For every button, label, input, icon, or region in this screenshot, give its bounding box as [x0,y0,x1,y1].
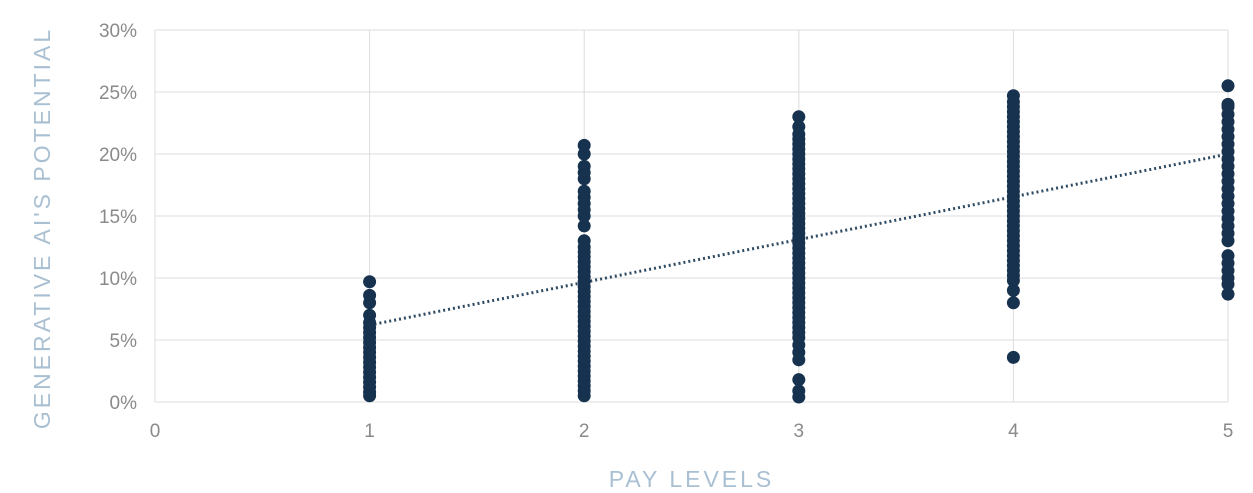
y-tick-label: 10% [99,269,137,290]
trendline-group [369,152,1229,327]
grid [154,29,1229,403]
y-axis-title: GENERATIVE AI'S POTENTIAL [29,27,55,429]
x-axis-title: PAY LEVELS [609,466,775,492]
data-point [1006,89,1020,103]
y-tick-label: 5% [110,331,138,352]
x-tick-label: 3 [794,421,805,442]
data-point [1221,249,1235,263]
data-point [1006,296,1020,310]
data-point [792,384,806,398]
data-point [577,159,591,173]
data-point [792,120,806,134]
tick-labels: 0% 5% 10% 15% 20% 25% 30% 0 1 2 3 4 5 [99,21,1233,442]
data-point [577,138,591,152]
data-point [1006,350,1020,364]
y-tick-label: 0% [110,393,138,414]
data-point [1006,283,1020,297]
data-point [1221,97,1235,111]
trendline [369,152,1229,327]
x-tick-label: 1 [364,421,375,442]
x-tick-label: 4 [1008,421,1019,442]
data-point [792,373,806,387]
data-point [1221,79,1235,93]
data-point [1221,287,1235,301]
data-point [363,308,377,322]
data-point [363,288,377,302]
x-tick-label: 5 [1223,421,1234,442]
y-tick-label: 20% [99,145,137,166]
data-point [577,234,591,248]
y-tick-label: 30% [99,21,137,42]
x-tick-label: 0 [150,421,161,442]
data-points [363,79,1235,404]
data-point [363,275,377,289]
y-tick-label: 25% [99,83,137,104]
data-point [577,184,591,198]
y-tick-label: 15% [99,207,137,228]
data-point [792,110,806,124]
data-point [577,219,591,233]
x-tick-label: 2 [579,421,590,442]
